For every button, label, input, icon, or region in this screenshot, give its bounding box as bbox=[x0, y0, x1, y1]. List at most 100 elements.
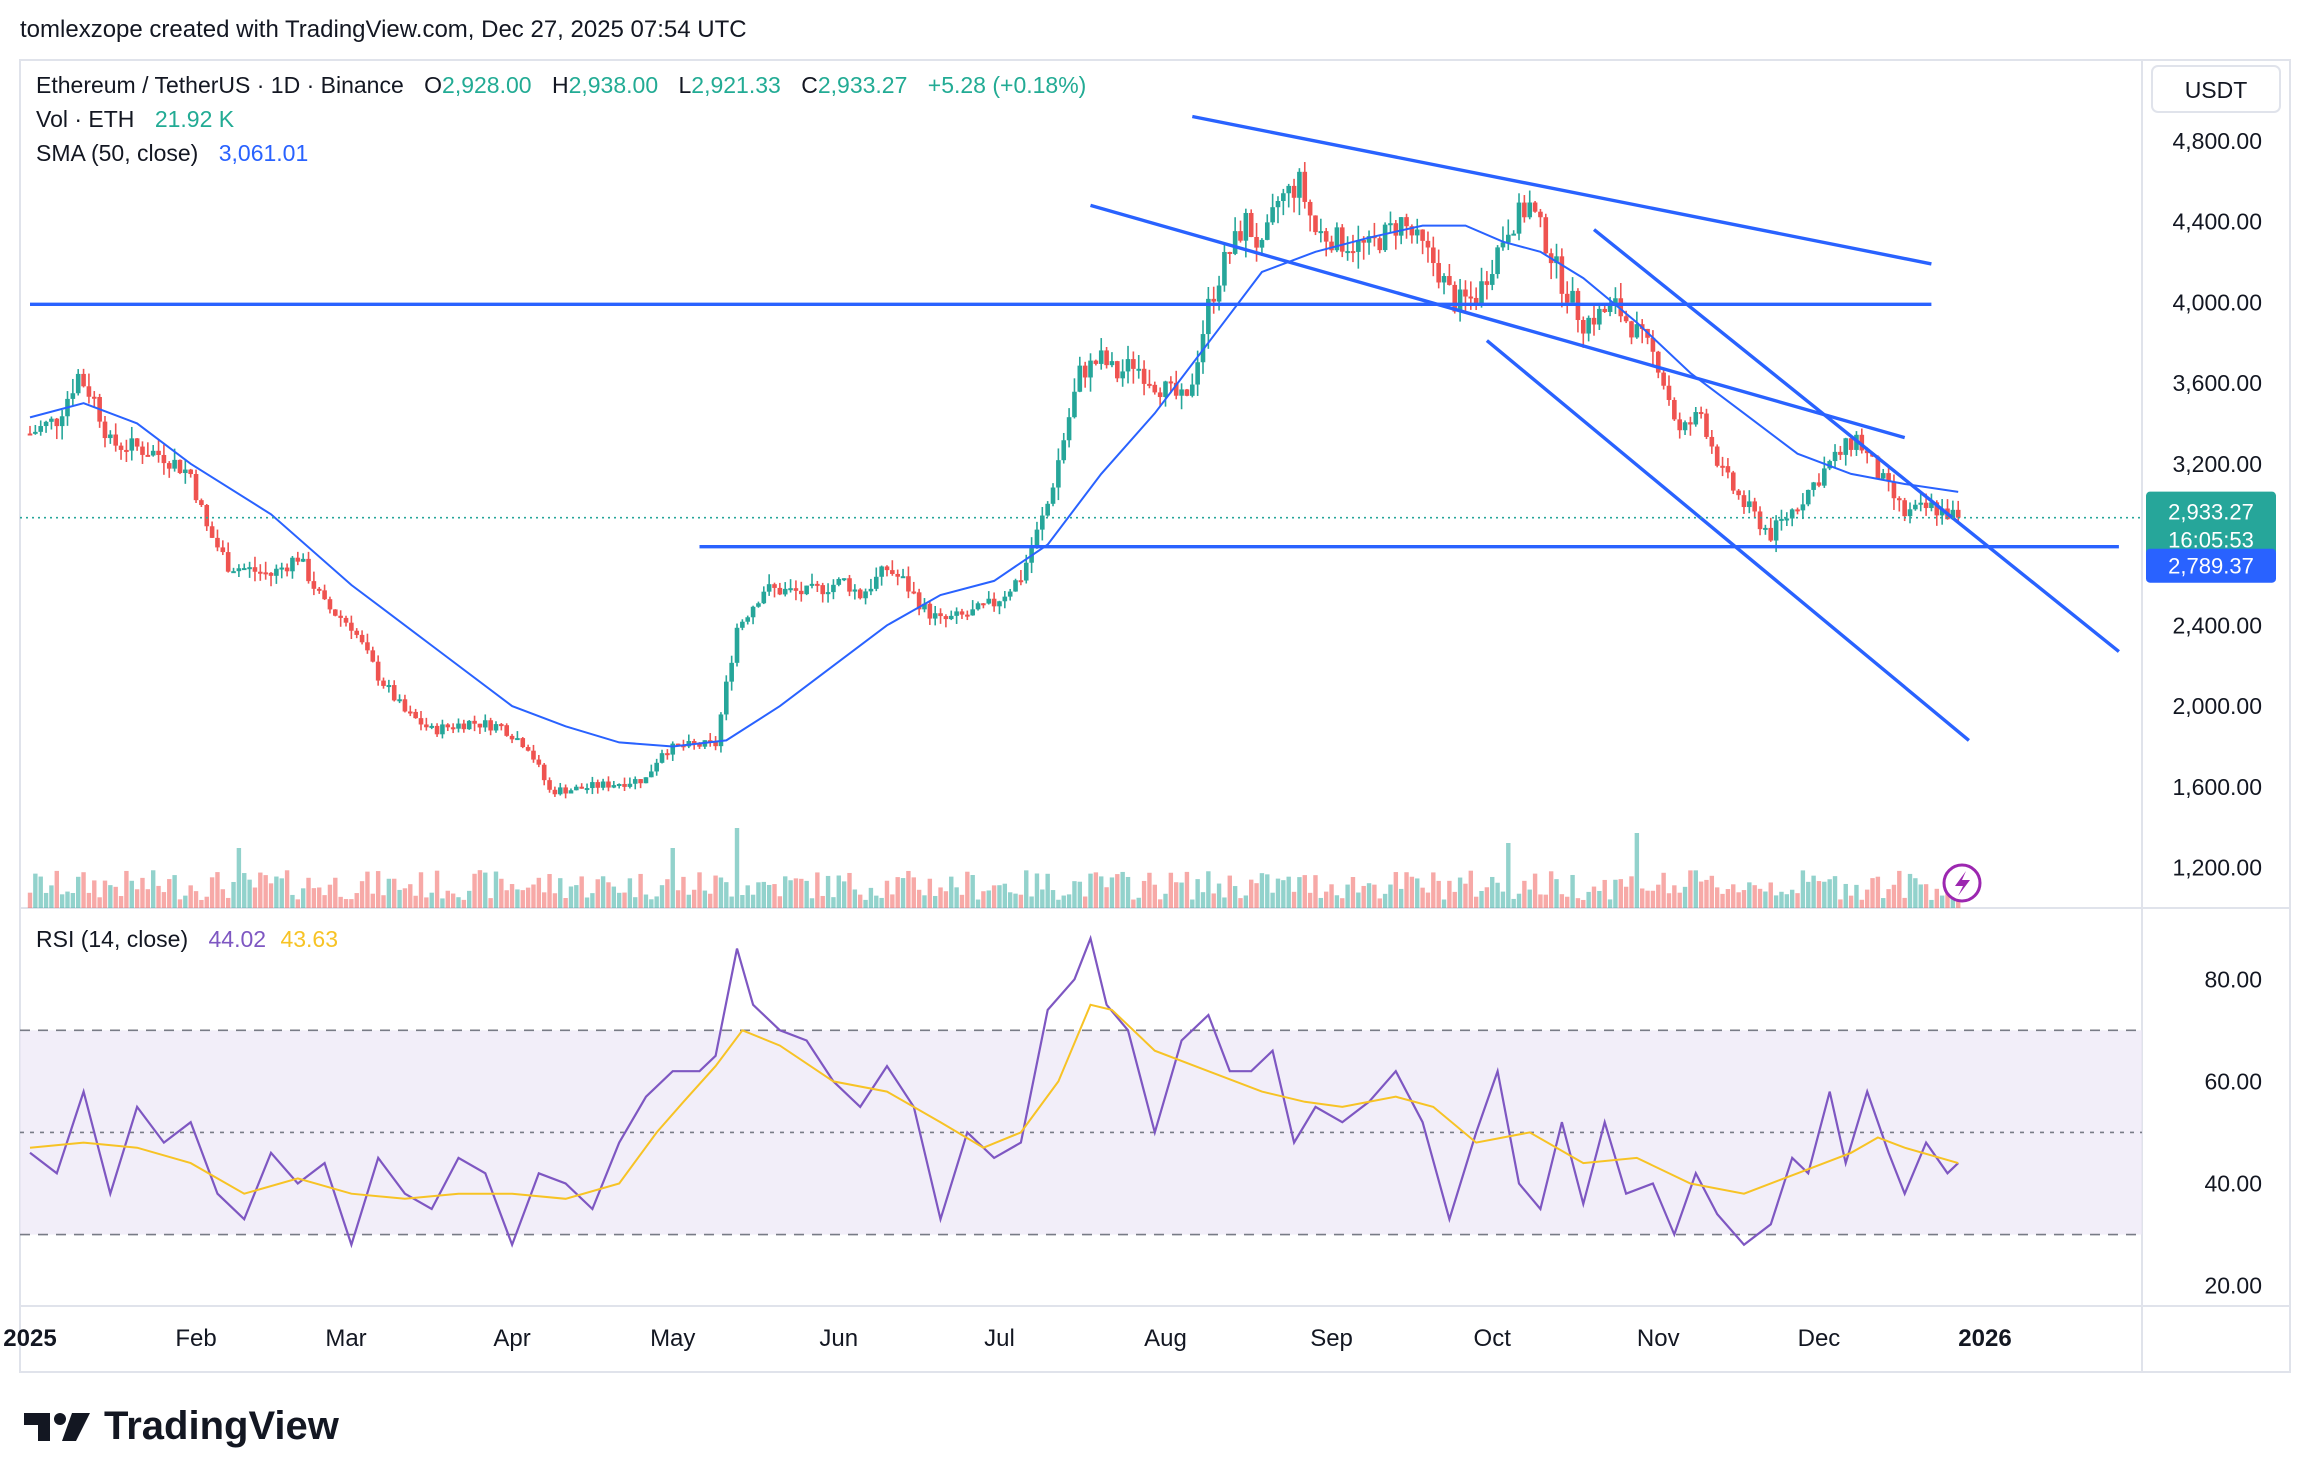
candle[interactable] bbox=[1264, 222, 1270, 240]
candle[interactable] bbox=[638, 779, 643, 784]
candle[interactable] bbox=[670, 743, 676, 755]
candle[interactable] bbox=[1281, 193, 1286, 202]
candle[interactable] bbox=[349, 622, 354, 631]
candle[interactable] bbox=[1002, 596, 1008, 602]
candle[interactable] bbox=[1848, 438, 1854, 450]
candle[interactable] bbox=[1955, 509, 1961, 518]
candle[interactable] bbox=[461, 723, 467, 730]
candle[interactable] bbox=[525, 747, 531, 751]
candle[interactable] bbox=[1897, 498, 1902, 501]
candle[interactable] bbox=[1886, 473, 1891, 482]
candle[interactable] bbox=[166, 463, 172, 469]
candle[interactable] bbox=[499, 724, 504, 727]
trendline-descending[interactable] bbox=[1592, 228, 2120, 653]
candle[interactable] bbox=[1034, 529, 1040, 549]
candle[interactable] bbox=[311, 581, 317, 589]
candle[interactable] bbox=[1093, 360, 1099, 364]
candle[interactable] bbox=[873, 576, 879, 589]
candle[interactable] bbox=[616, 783, 622, 786]
candle[interactable] bbox=[1832, 451, 1838, 462]
candle[interactable] bbox=[1747, 501, 1752, 508]
candle[interactable] bbox=[1597, 308, 1602, 325]
candle[interactable] bbox=[391, 685, 397, 701]
candle[interactable] bbox=[959, 611, 965, 615]
candle[interactable] bbox=[183, 469, 188, 474]
candle[interactable] bbox=[761, 591, 767, 604]
candle[interactable] bbox=[1184, 389, 1190, 396]
candle[interactable] bbox=[327, 599, 333, 610]
candle[interactable] bbox=[1061, 440, 1067, 461]
current-price-tag[interactable] bbox=[2146, 491, 2276, 556]
candle[interactable] bbox=[766, 584, 772, 592]
candle[interactable] bbox=[793, 588, 799, 591]
candle[interactable] bbox=[1698, 412, 1704, 415]
candle[interactable] bbox=[1152, 384, 1158, 393]
candle[interactable] bbox=[1356, 240, 1361, 252]
candle[interactable] bbox=[659, 753, 665, 763]
candle[interactable] bbox=[922, 603, 927, 610]
candle[interactable] bbox=[1779, 518, 1784, 521]
candle[interactable] bbox=[1484, 281, 1490, 285]
candle[interactable] bbox=[895, 573, 900, 577]
candle[interactable] bbox=[1580, 320, 1586, 334]
candle[interactable] bbox=[1425, 240, 1431, 248]
candle[interactable] bbox=[1602, 308, 1608, 312]
candle[interactable] bbox=[258, 571, 263, 574]
candle[interactable] bbox=[466, 720, 472, 730]
candle[interactable] bbox=[209, 526, 215, 538]
candle[interactable] bbox=[697, 743, 702, 747]
candle[interactable] bbox=[268, 572, 274, 576]
candle[interactable] bbox=[1013, 580, 1018, 592]
candle[interactable] bbox=[1613, 298, 1618, 304]
candle[interactable] bbox=[1109, 361, 1115, 366]
candle[interactable] bbox=[161, 454, 167, 464]
candle[interactable] bbox=[477, 723, 483, 728]
candle[interactable] bbox=[541, 764, 547, 781]
candle[interactable] bbox=[1007, 591, 1013, 597]
candle[interactable] bbox=[584, 788, 590, 791]
candle[interactable] bbox=[225, 552, 231, 572]
candle[interactable] bbox=[632, 779, 638, 784]
sma-50-close[interactable] bbox=[29, 224, 1959, 748]
candle[interactable] bbox=[279, 567, 285, 570]
candle[interactable] bbox=[1339, 227, 1345, 252]
candle[interactable] bbox=[322, 590, 327, 600]
candle[interactable] bbox=[1511, 233, 1516, 236]
candle[interactable] bbox=[108, 434, 113, 439]
candle[interactable] bbox=[916, 592, 922, 610]
candle[interactable] bbox=[434, 725, 440, 735]
candle[interactable] bbox=[1506, 234, 1511, 243]
candle[interactable] bbox=[1655, 351, 1661, 373]
candle[interactable] bbox=[1864, 450, 1870, 454]
candle[interactable] bbox=[1629, 321, 1634, 338]
candle[interactable] bbox=[536, 759, 542, 765]
candle[interactable] bbox=[1088, 360, 1093, 378]
candle[interactable] bbox=[343, 617, 349, 623]
candle[interactable] bbox=[252, 567, 258, 572]
candle[interactable] bbox=[1291, 185, 1297, 198]
candle[interactable] bbox=[1720, 465, 1725, 468]
candle[interactable] bbox=[1586, 317, 1591, 334]
candle[interactable] bbox=[1238, 231, 1243, 241]
candle[interactable] bbox=[1789, 509, 1795, 519]
candle[interactable] bbox=[504, 725, 509, 736]
candle[interactable] bbox=[1929, 502, 1934, 509]
candle[interactable] bbox=[1489, 274, 1495, 285]
candle[interactable] bbox=[1843, 438, 1849, 455]
candle[interactable] bbox=[707, 740, 713, 743]
candle[interactable] bbox=[1270, 207, 1275, 223]
candle[interactable] bbox=[724, 681, 729, 715]
candle[interactable] bbox=[1436, 263, 1441, 283]
candle[interactable] bbox=[1768, 527, 1774, 541]
candle[interactable] bbox=[290, 557, 295, 572]
candle[interactable] bbox=[622, 783, 627, 787]
candle[interactable] bbox=[825, 592, 831, 595]
candle[interactable] bbox=[284, 567, 290, 572]
candle[interactable] bbox=[1072, 391, 1077, 418]
candle[interactable] bbox=[59, 416, 65, 427]
candle[interactable] bbox=[1200, 334, 1206, 363]
candle[interactable] bbox=[1098, 350, 1104, 364]
symbol-legend[interactable]: Ethereum / TetherUS · 1D · Binance O2,92… bbox=[36, 72, 1086, 99]
candle[interactable] bbox=[102, 421, 108, 439]
